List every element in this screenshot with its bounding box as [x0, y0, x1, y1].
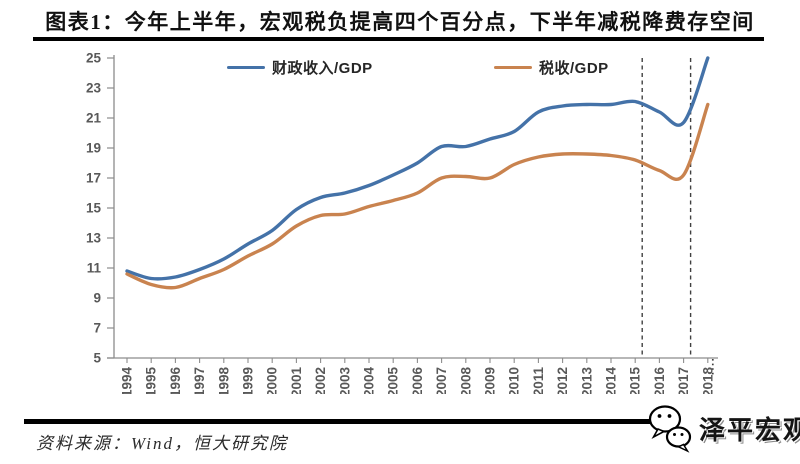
x-tick-label: 2003	[337, 367, 352, 394]
x-tick-label: 2014	[604, 367, 619, 394]
legend: 财政收入/GDP 税收/GDP	[0, 57, 800, 77]
y-tick-label: 9	[93, 291, 101, 306]
x-tick-label: 1995	[144, 367, 159, 394]
legend-item-fiscal-revenue: 财政收入/GDP	[227, 57, 373, 78]
x-tick-label: 2015	[628, 367, 643, 394]
chart-title: 图表1：今年上半年，宏观税负提高四个百分点，下半年减税降费存空间	[45, 10, 755, 34]
tax-legend-label: 税收/GDP	[539, 60, 609, 77]
x-tick-label: 2012	[555, 367, 570, 394]
legend-item-tax: 税收/GDP	[494, 57, 609, 78]
x-tick-label: 2004	[362, 367, 377, 394]
y-tick-label: 11	[87, 261, 102, 276]
x-tick-label: 2013	[579, 367, 594, 394]
chart: 5 7 9 11 13 15 17 19 21 23 25 1994 1995 1996 1997 1998 1…	[86, 51, 718, 394]
x-tick-label: 2010	[507, 367, 522, 394]
series-line-1	[125, 102, 710, 290]
x-tick-label: 2000	[265, 367, 280, 394]
x-tick-label: 2005	[386, 367, 401, 394]
brand-name: 泽平宏观	[699, 414, 800, 445]
y-tick-label: 17	[86, 171, 101, 186]
tax-line-swatch	[494, 65, 532, 70]
x-tick-label: 1994	[120, 367, 135, 394]
y-tick-label: 23	[86, 81, 102, 96]
y-tick-label: 25	[86, 51, 102, 66]
series-line-0	[125, 56, 710, 281]
source-separator-rule	[24, 419, 656, 424]
x-tick-label: 1996	[168, 367, 183, 394]
x-tick-label: 1999	[241, 367, 256, 394]
x-tick-label: 1997	[192, 367, 207, 394]
y-tick-label: 7	[93, 321, 101, 336]
y-tick-label: 21	[86, 111, 102, 126]
x-tick-label: 2009	[483, 367, 498, 394]
x-tick-label: 2001	[289, 367, 304, 394]
x-tick-label: 2017	[676, 367, 691, 394]
x-tick-label: 2016	[652, 367, 667, 394]
brand-logo: 泽平宏观	[647, 402, 800, 454]
y-tick-label: 19	[86, 141, 101, 156]
source-text: 资料来源：Wind，恒大研究院	[36, 434, 288, 453]
x-tick-label: 2002	[313, 367, 328, 394]
fiscal-revenue-line-swatch	[227, 65, 265, 70]
fiscal-revenue-legend-label: 财政收入/GDP	[272, 60, 373, 77]
x-tick-label: 2006	[410, 367, 425, 394]
x-tick-label: 2018	[700, 367, 715, 394]
y-tick-label: 5	[93, 351, 101, 366]
x-tick-label: 1998	[216, 367, 231, 394]
title-underline-rule	[33, 37, 764, 41]
x-tick-label: 2011	[531, 367, 546, 394]
wechat-icon	[648, 405, 692, 453]
x-tick-label: 2007	[434, 367, 449, 394]
x-tick-label: 2008	[458, 367, 473, 394]
y-tick-label: 13	[86, 231, 102, 246]
y-tick-label: 15	[86, 201, 102, 216]
